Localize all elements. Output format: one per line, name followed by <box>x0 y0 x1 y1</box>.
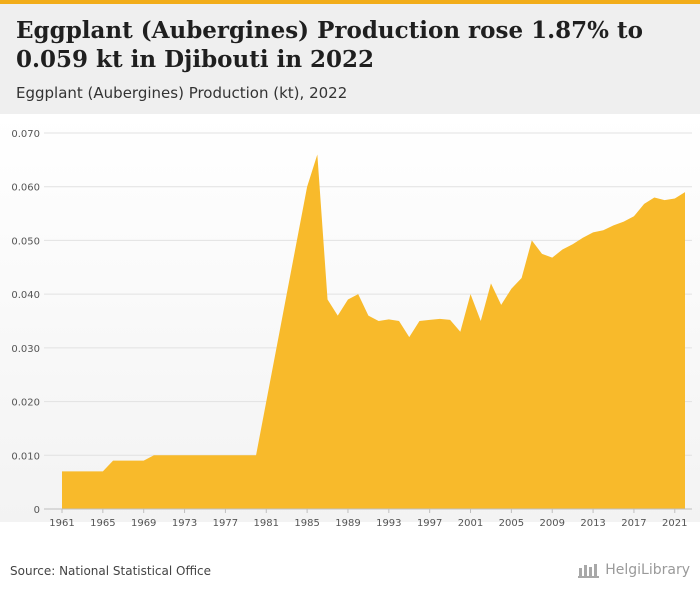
y-tick-label: 0.060 <box>11 183 40 194</box>
y-tick-label: 0.020 <box>11 398 40 409</box>
header: Eggplant (Aubergines) Production rose 1.… <box>0 4 700 114</box>
x-tick-label: 2009 <box>540 518 565 529</box>
y-tick-label: 0.010 <box>11 451 40 462</box>
brand-name: HelgiLibrary <box>605 562 690 578</box>
x-tick-label: 2017 <box>621 518 646 529</box>
x-tick-label: 1989 <box>335 518 360 529</box>
x-tick-label: 1981 <box>254 518 279 529</box>
x-tick-label: 1965 <box>90 518 115 529</box>
source-note: Source: National Statistical Office <box>10 564 212 578</box>
y-tick-label: 0.030 <box>11 344 40 355</box>
library-icon <box>578 562 600 578</box>
x-tick-label: 2013 <box>580 518 605 529</box>
y-tick-label: 0.040 <box>11 290 40 301</box>
x-tick-label: 1961 <box>49 518 74 529</box>
y-tick-label: 0 <box>34 505 40 516</box>
x-tick-label: 2005 <box>499 518 524 529</box>
x-tick-label: 1985 <box>294 518 319 529</box>
brand-logo[interactable]: HelgiLibrary <box>578 562 690 578</box>
chart-subtitle: Eggplant (Aubergines) Production (kt), 2… <box>16 84 348 102</box>
y-tick-label: 0.050 <box>11 236 40 247</box>
page-title: Eggplant (Aubergines) Production rose 1.… <box>16 17 643 73</box>
x-tick-label: 2001 <box>458 518 483 529</box>
x-tick-label: 1973 <box>172 518 197 529</box>
x-tick-label: 1993 <box>376 518 401 529</box>
x-tick-label: 1977 <box>213 518 238 529</box>
y-tick-label: 0.070 <box>11 129 40 140</box>
accent-bar <box>0 0 700 4</box>
x-tick-label: 1997 <box>417 518 442 529</box>
x-tick-label: 1969 <box>131 518 156 529</box>
area-series <box>62 154 685 510</box>
x-tick-label: 2021 <box>662 518 687 529</box>
